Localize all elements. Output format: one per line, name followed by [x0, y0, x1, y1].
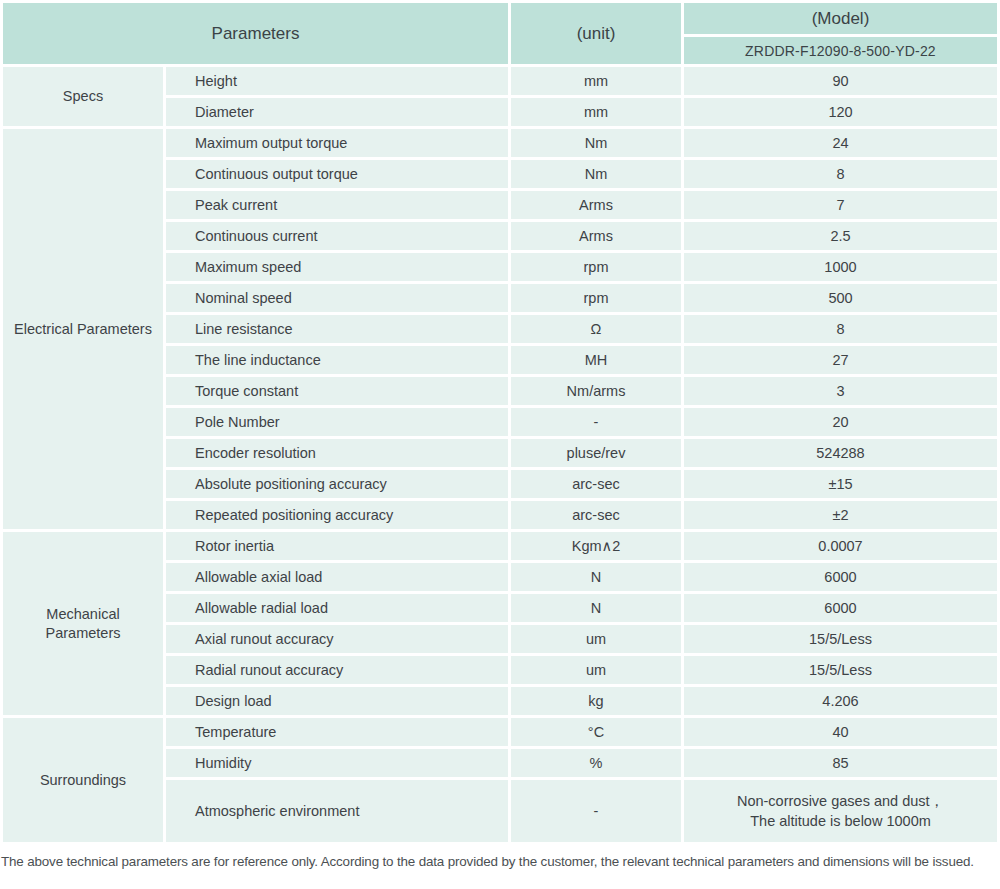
param-unit: um [511, 656, 681, 684]
param-unit: N [511, 594, 681, 622]
param-name: Peak current [166, 191, 508, 219]
param-unit: MH [511, 346, 681, 374]
param-value: 500 [684, 284, 997, 312]
param-value: 8 [684, 315, 997, 343]
section-category-specs: Specs [3, 67, 163, 126]
param-value: ±2 [684, 501, 997, 529]
param-unit: um [511, 625, 681, 653]
param-name: Continuous output torque [166, 160, 508, 188]
table-row: Surroundings Temperature °C 40 [3, 718, 997, 746]
footer-note: The above technical parameters are for r… [1, 854, 1000, 869]
param-value: 0.0007 [684, 532, 997, 560]
param-unit: % [511, 749, 681, 777]
param-name: Repeated positioning accuracy [166, 501, 508, 529]
param-unit: rpm [511, 284, 681, 312]
param-name: Absolute positioning accuracy [166, 470, 508, 498]
param-value: 24 [684, 129, 997, 157]
param-name: Nominal speed [166, 284, 508, 312]
param-name: Allowable axial load [166, 563, 508, 591]
param-name: Diameter [166, 98, 508, 126]
param-value: Non-corrosive gases and dust， The altitu… [684, 780, 997, 842]
param-value: 8 [684, 160, 997, 188]
param-unit: - [511, 408, 681, 436]
table-row: Electrical Parameters Maximum output tor… [3, 129, 997, 157]
param-name: Humidity [166, 749, 508, 777]
param-unit: arc-sec [511, 501, 681, 529]
param-unit: Nm [511, 160, 681, 188]
param-unit: mm [511, 67, 681, 95]
header-parameters: Parameters [3, 3, 508, 64]
param-unit: Nm [511, 129, 681, 157]
header-unit: (unit) [511, 3, 681, 64]
param-value: 90 [684, 67, 997, 95]
param-name: Torque constant [166, 377, 508, 405]
param-value: 7 [684, 191, 997, 219]
param-name: Pole Number [166, 408, 508, 436]
param-unit: - [511, 780, 681, 842]
param-unit: Arms [511, 191, 681, 219]
param-name: Temperature [166, 718, 508, 746]
table-row: Mechanical Parameters Rotor inertia Kgm∧… [3, 532, 997, 560]
param-name: Design load [166, 687, 508, 715]
param-value: ±15 [684, 470, 997, 498]
param-name: Atmospheric environment [166, 780, 508, 842]
param-unit: N [511, 563, 681, 591]
param-unit: °C [511, 718, 681, 746]
param-value: 20 [684, 408, 997, 436]
param-value: 15/5/Less [684, 625, 997, 653]
param-unit: Kgm∧2 [511, 532, 681, 560]
param-value: 40 [684, 718, 997, 746]
spec-table: Parameters (unit) (Model) ZRDDR-F12090-8… [0, 0, 1000, 845]
param-name: Maximum speed [166, 253, 508, 281]
param-value: 2.5 [684, 222, 997, 250]
param-unit: Nm/arms [511, 377, 681, 405]
param-value: 6000 [684, 563, 997, 591]
param-value: 85 [684, 749, 997, 777]
param-unit: kg [511, 687, 681, 715]
param-name: Line resistance [166, 315, 508, 343]
param-name: Axial runout accuracy [166, 625, 508, 653]
header-model: (Model) [684, 3, 997, 34]
table-row: Specs Height mm 90 [3, 67, 997, 95]
param-name: Continuous current [166, 222, 508, 250]
param-value: 15/5/Less [684, 656, 997, 684]
param-value: 27 [684, 346, 997, 374]
param-name: Height [166, 67, 508, 95]
param-name: Maximum output torque [166, 129, 508, 157]
param-unit: arc-sec [511, 470, 681, 498]
param-value: 4.206 [684, 687, 997, 715]
section-category-mechanical: Mechanical Parameters [3, 532, 163, 715]
param-name: Allowable radial load [166, 594, 508, 622]
param-value: 120 [684, 98, 997, 126]
param-value: 524288 [684, 439, 997, 467]
param-name: Encoder resolution [166, 439, 508, 467]
param-name: The line inductance [166, 346, 508, 374]
param-unit: rpm [511, 253, 681, 281]
table-header-row: Parameters (unit) (Model) [3, 3, 997, 34]
param-unit: pluse/rev [511, 439, 681, 467]
param-name: Radial runout accuracy [166, 656, 508, 684]
param-value: 6000 [684, 594, 997, 622]
param-value: 3 [684, 377, 997, 405]
param-name: Rotor inertia [166, 532, 508, 560]
section-category-surroundings: Surroundings [3, 718, 163, 842]
param-unit: Ω [511, 315, 681, 343]
header-model-value: ZRDDR-F12090-8-500-YD-22 [684, 37, 997, 64]
section-category-electrical: Electrical Parameters [3, 129, 163, 529]
param-unit: mm [511, 98, 681, 126]
param-value: 1000 [684, 253, 997, 281]
param-unit: Arms [511, 222, 681, 250]
